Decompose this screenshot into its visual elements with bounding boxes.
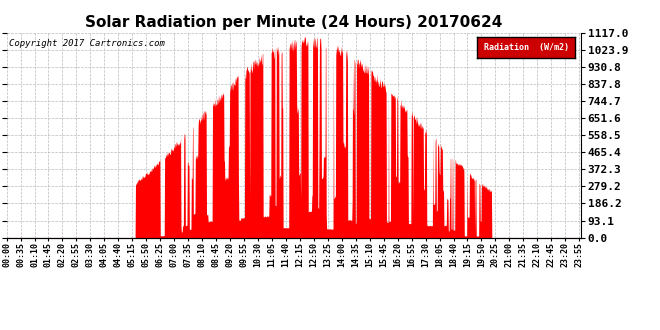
Title: Solar Radiation per Minute (24 Hours) 20170624: Solar Radiation per Minute (24 Hours) 20… [85,16,502,30]
Text: Copyright 2017 Cartronics.com: Copyright 2017 Cartronics.com [9,39,166,48]
